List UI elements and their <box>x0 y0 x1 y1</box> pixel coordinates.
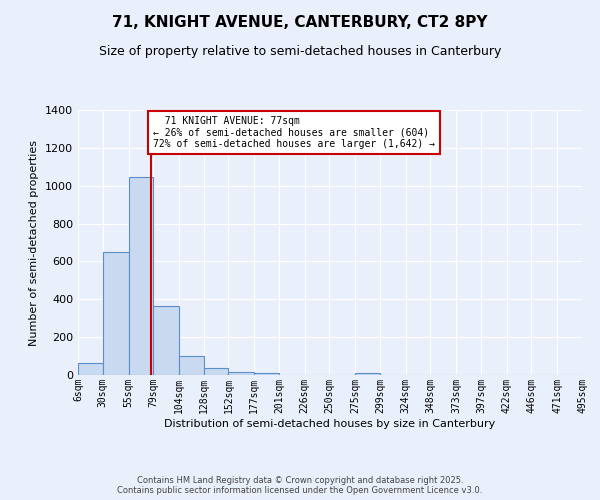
Y-axis label: Number of semi-detached properties: Number of semi-detached properties <box>29 140 40 346</box>
Bar <box>254 374 279 375</box>
Bar <box>103 252 128 375</box>
Bar <box>229 372 254 375</box>
X-axis label: Distribution of semi-detached houses by size in Canterbury: Distribution of semi-detached houses by … <box>164 418 496 428</box>
Text: 71, KNIGHT AVENUE, CANTERBURY, CT2 8PY: 71, KNIGHT AVENUE, CANTERBURY, CT2 8PY <box>112 15 488 30</box>
Bar <box>128 177 153 375</box>
Bar <box>179 356 204 375</box>
Bar <box>153 306 179 375</box>
Bar <box>78 364 103 375</box>
Text: Contains HM Land Registry data © Crown copyright and database right 2025.
Contai: Contains HM Land Registry data © Crown c… <box>118 476 482 495</box>
Bar <box>204 368 229 375</box>
Bar <box>355 373 380 375</box>
Text: Size of property relative to semi-detached houses in Canterbury: Size of property relative to semi-detach… <box>99 45 501 58</box>
Text: 71 KNIGHT AVENUE: 77sqm
← 26% of semi-detached houses are smaller (604)
72% of s: 71 KNIGHT AVENUE: 77sqm ← 26% of semi-de… <box>153 116 435 149</box>
